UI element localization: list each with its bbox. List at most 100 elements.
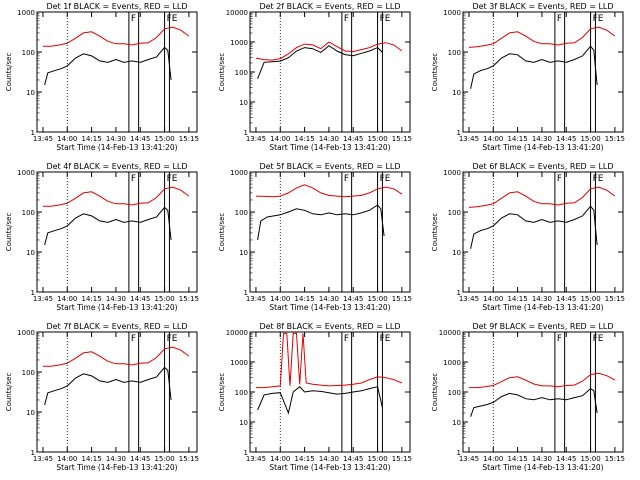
x-tick-label: 14:15 (295, 135, 315, 143)
x-tick-label: 15:15 (179, 455, 199, 463)
x-tick-label: 14:30 (319, 295, 339, 303)
y-axis-label: Counts/sec (5, 373, 13, 412)
plot-frame (249, 11, 411, 133)
panel-title: Det 6f BLACK = Events, RED = LLD (472, 162, 613, 171)
marker-label: FE (167, 334, 178, 344)
y-tick-label: 1 (457, 289, 461, 297)
x-tick-label: 14:45 (556, 295, 576, 303)
y-tick-label: 1000 (443, 169, 461, 177)
y-tick-label: 1000 (230, 39, 248, 47)
y-tick-label: 10 (239, 249, 248, 257)
series-events-line (470, 205, 598, 249)
panel-title: Det 8f BLACK = Events, RED = LLD (259, 322, 400, 331)
series-lld-line (468, 372, 616, 389)
marker-label: F (557, 174, 562, 184)
panel-title: Det 2f BLACK = Events, RED = LLD (259, 2, 400, 11)
y-tick-label: 1000 (230, 359, 248, 367)
y-tick-label: 1 (244, 289, 248, 297)
y-axis-label: Counts/sec (431, 53, 439, 92)
series-events-line (44, 366, 172, 406)
y-tick-label: 10 (452, 419, 461, 427)
x-tick-label: 13:45 (246, 455, 266, 463)
x-tick-label: 14:15 (508, 455, 528, 463)
x-axis-label: Start Time (14-Feb-13 13:41:20) (482, 463, 603, 472)
series-lld-line (468, 26, 616, 48)
detector-panel-1: Det 1f BLACK = Events, RED = LLD 1 10 100 10… (5, 2, 199, 152)
y-tick-label: 1000 (17, 329, 35, 337)
x-tick-label: 14:00 (57, 295, 77, 303)
y-tick-label: 1 (244, 449, 248, 457)
x-tick-label: 14:30 (532, 455, 552, 463)
marker-label: FE (167, 14, 178, 24)
marker-label: F (344, 334, 349, 344)
detector-panel-8: Det 8f BLACK = Events, RED = LLD 1 10 100 10… (218, 322, 412, 472)
x-tick-label: 15:15 (605, 295, 625, 303)
y-tick-label: 10 (452, 249, 461, 257)
y-axis-label: Counts/sec (5, 53, 13, 92)
y-tick-label: 10000 (226, 9, 248, 17)
x-axis-label: Start Time (14-Feb-13 13:41:20) (269, 143, 390, 152)
x-tick-label: 15:00 (154, 295, 174, 303)
x-tick-label: 13:45 (246, 295, 266, 303)
panel-title: Det 9f BLACK = Events, RED = LLD (472, 322, 613, 331)
x-tick-label: 13:45 (33, 135, 53, 143)
plot-frame (249, 171, 411, 293)
y-axis-label: Counts/sec (5, 213, 13, 252)
x-tick-label: 13:45 (246, 135, 266, 143)
x-tick-label: 14:15 (508, 135, 528, 143)
x-tick-label: 14:30 (319, 135, 339, 143)
y-tick-label: 100 (235, 69, 248, 77)
detector-panel-9: Det 9f BLACK = Events, RED = LLD 1 10 100 10… (431, 322, 625, 472)
y-axis-label: Counts/sec (431, 213, 439, 252)
detector-panel-7: Det 7f BLACK = Events, RED = LLD 1 10 100 10… (5, 322, 199, 472)
series-lld-line (42, 346, 190, 367)
y-tick-label: 1 (457, 129, 461, 137)
panel-title: Det 1f BLACK = Events, RED = LLD (46, 2, 187, 11)
x-tick-label: 14:00 (270, 295, 290, 303)
detector-panel-2: Det 2f BLACK = Events, RED = LLD 1 10 100 10… (218, 2, 412, 152)
y-tick-label: 1000 (17, 169, 35, 177)
y-tick-label: 10 (26, 409, 35, 417)
x-axis-label: Start Time (14-Feb-13 13:41:20) (56, 303, 177, 312)
x-tick-label: 13:45 (33, 295, 53, 303)
marker-label: F (131, 174, 136, 184)
y-tick-label: 100 (448, 209, 461, 217)
x-tick-label: 15:15 (179, 135, 199, 143)
panel-title: Det 3f BLACK = Events, RED = LLD (472, 2, 613, 11)
x-tick-label: 14:45 (343, 455, 363, 463)
x-tick-label: 15:15 (392, 135, 412, 143)
x-tick-label: 14:45 (130, 295, 150, 303)
marker-label: F (131, 14, 136, 24)
marker-label: F (557, 14, 562, 24)
panel-title: Det 7f BLACK = Events, RED = LLD (46, 322, 187, 331)
x-tick-label: 14:15 (82, 295, 102, 303)
y-tick-label: 1 (31, 289, 35, 297)
panel-title: Det 5f BLACK = Events, RED = LLD (259, 162, 400, 171)
y-axis-label: Counts/sec (218, 373, 226, 412)
detector-panel-6: Det 6f BLACK = Events, RED = LLD 1 10 100 10… (431, 162, 625, 312)
series-lld-line (42, 186, 190, 207)
x-tick-label: 14:45 (343, 295, 363, 303)
y-tick-label: 1 (31, 449, 35, 457)
x-axis-label: Start Time (14-Feb-13 13:41:20) (269, 303, 390, 312)
x-tick-label: 14:00 (483, 135, 503, 143)
plot-frame (462, 11, 624, 133)
y-tick-label: 10000 (439, 329, 461, 337)
y-tick-label: 10 (26, 249, 35, 257)
plot-frame (36, 171, 198, 293)
x-tick-label: 15:00 (154, 455, 174, 463)
series-lld-line (255, 332, 403, 389)
panel-title: Det 4f BLACK = Events, RED = LLD (46, 162, 187, 171)
y-tick-label: 100 (22, 209, 35, 217)
x-tick-label: 14:30 (106, 135, 126, 143)
y-tick-label: 10 (26, 89, 35, 97)
y-tick-label: 1 (457, 449, 461, 457)
x-tick-label: 15:00 (580, 295, 600, 303)
marker-label: F (557, 334, 562, 344)
marker-label: FE (380, 334, 391, 344)
x-tick-label: 14:15 (295, 295, 315, 303)
series-events-line (44, 46, 172, 86)
x-tick-label: 14:00 (57, 135, 77, 143)
marker-label: FE (593, 14, 604, 24)
y-tick-label: 100 (22, 49, 35, 57)
